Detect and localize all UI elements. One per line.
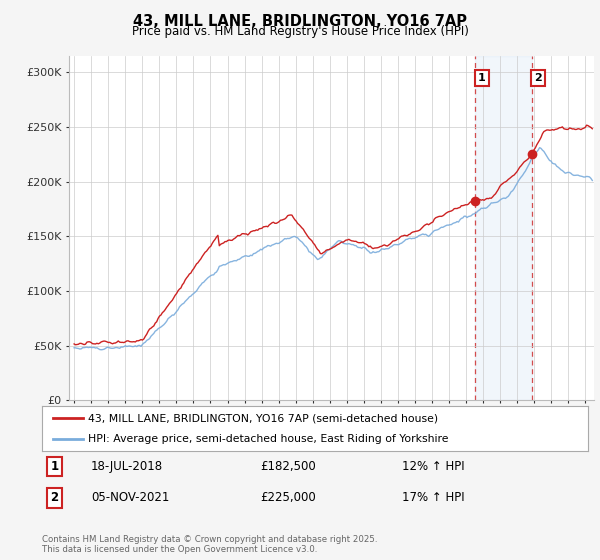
Text: Contains HM Land Registry data © Crown copyright and database right 2025.
This d: Contains HM Land Registry data © Crown c…	[42, 535, 377, 554]
Text: HPI: Average price, semi-detached house, East Riding of Yorkshire: HPI: Average price, semi-detached house,…	[88, 434, 449, 444]
Text: 18-JUL-2018: 18-JUL-2018	[91, 460, 163, 473]
Text: 05-NOV-2021: 05-NOV-2021	[91, 491, 170, 504]
Text: £225,000: £225,000	[260, 491, 316, 504]
Bar	[475, 56, 532, 400]
Text: £182,500: £182,500	[260, 460, 316, 473]
Text: 1: 1	[50, 460, 58, 473]
Text: 12% ↑ HPI: 12% ↑ HPI	[403, 460, 465, 473]
Text: Price paid vs. HM Land Registry's House Price Index (HPI): Price paid vs. HM Land Registry's House …	[131, 25, 469, 38]
Text: 43, MILL LANE, BRIDLINGTON, YO16 7AP (semi-detached house): 43, MILL LANE, BRIDLINGTON, YO16 7AP (se…	[88, 413, 439, 423]
Text: 2: 2	[50, 491, 58, 504]
Text: 1: 1	[478, 73, 485, 83]
Text: 2: 2	[534, 73, 542, 83]
Text: 17% ↑ HPI: 17% ↑ HPI	[403, 491, 465, 504]
Text: 43, MILL LANE, BRIDLINGTON, YO16 7AP: 43, MILL LANE, BRIDLINGTON, YO16 7AP	[133, 14, 467, 29]
